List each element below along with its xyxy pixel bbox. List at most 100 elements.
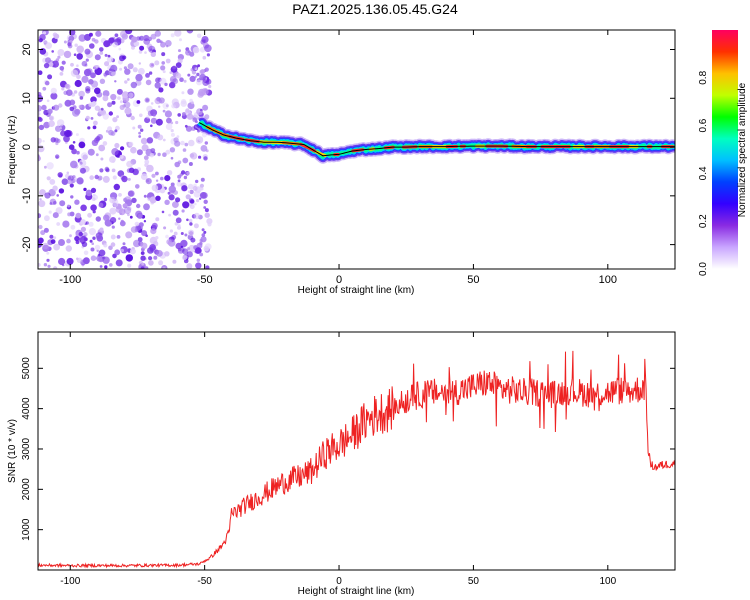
noise-blob: [180, 245, 184, 249]
noise-blob: [206, 218, 213, 225]
noise-blob: [138, 135, 142, 138]
colorbar-axis: 0.0 0.2 0.4 0.6 0.8: [698, 70, 709, 276]
noise-blob: [53, 266, 58, 269]
noise-blob: [121, 175, 128, 183]
noise-blob: [144, 117, 151, 124]
noise-blob: [118, 217, 121, 220]
noise-blob: [110, 217, 117, 224]
noise-blob: [139, 45, 145, 51]
noise-blob: [177, 113, 181, 117]
noise-blob: [177, 174, 182, 179]
noise-blob: [89, 239, 93, 243]
noise-blob: [127, 177, 131, 181]
noise-blob: [206, 53, 210, 57]
noise-blob: [108, 37, 115, 44]
noise-blob: [105, 168, 110, 173]
noise-blob: [80, 219, 86, 225]
noise-blob: [159, 77, 167, 85]
noise-blob: [63, 135, 70, 143]
noise-blob: [155, 195, 161, 201]
noise-blob: [71, 101, 75, 105]
noise-blob: [58, 103, 63, 108]
noise-blob: [85, 189, 93, 197]
noise-blob: [38, 124, 45, 131]
noise-blob: [111, 225, 115, 229]
noise-blob: [53, 33, 60, 39]
noise-blob: [99, 78, 106, 85]
noise-blob: [96, 249, 99, 252]
snr-plot-area: [38, 332, 675, 570]
noise-blob: [64, 129, 72, 138]
noise-blob: [164, 175, 171, 182]
noise-blob: [187, 88, 194, 95]
noise-blob: [80, 226, 86, 232]
noise-blob: [38, 117, 43, 122]
noise-blob: [92, 197, 96, 201]
noise-blob: [182, 157, 189, 164]
noise-blob: [157, 152, 161, 157]
noise-blob: [76, 177, 84, 185]
noise-blob: [56, 119, 65, 127]
noise-blob: [109, 68, 112, 71]
noise-blob: [182, 248, 189, 255]
noise-blob: [150, 51, 156, 57]
x-tick-label: -100: [59, 274, 81, 286]
noise-blob: [38, 137, 42, 144]
noise-blob: [128, 92, 134, 99]
noise-blob: [177, 58, 183, 64]
noise-blob: [73, 90, 78, 94]
noise-blob: [140, 266, 145, 269]
noise-blob: [160, 65, 166, 71]
noise-blob: [59, 66, 65, 71]
noise-blob: [200, 187, 204, 191]
noise-blob: [184, 124, 188, 128]
noise-blob: [124, 68, 131, 75]
noise-blob: [78, 231, 84, 237]
noise-blob: [137, 124, 142, 129]
noise-blob: [201, 228, 205, 232]
noise-blob: [162, 70, 166, 74]
noise-blob: [177, 224, 181, 227]
noise-blob: [59, 72, 64, 76]
noise-blob: [132, 126, 136, 130]
x-tick-label: -50: [197, 576, 212, 587]
snr-x-axis: -100 -50 0 50 100: [60, 332, 617, 587]
noise-blob: [81, 60, 88, 67]
noise-blob: [208, 84, 212, 89]
noise-blob: [74, 236, 80, 242]
noise-blob: [66, 89, 73, 96]
noise-blob: [192, 46, 200, 54]
noise-blob: [200, 108, 203, 112]
noise-blob: [99, 51, 104, 55]
noise-blob: [90, 204, 97, 211]
noise-blob: [148, 71, 153, 75]
noise-blob: [120, 248, 124, 253]
noise-blob: [184, 142, 189, 147]
noise-blob: [91, 37, 96, 42]
noise-blob: [90, 117, 94, 120]
noise-blob: [38, 237, 44, 244]
noise-blob: [102, 113, 110, 120]
noise-blob: [45, 57, 51, 64]
noise-blob: [174, 140, 181, 147]
noise-blob: [111, 71, 117, 77]
noise-blob: [98, 144, 106, 152]
noise-blob: [78, 104, 83, 109]
spectrogram-x-label: Height of straight line (km): [298, 285, 415, 296]
noise-blob: [41, 104, 47, 111]
noise-blob: [140, 255, 146, 261]
noise-blob: [164, 82, 168, 87]
noise-blob: [194, 202, 197, 206]
noise-blob: [181, 91, 185, 95]
noise-blob: [196, 79, 203, 86]
noise-blob: [62, 220, 70, 228]
noise-blob: [183, 175, 188, 180]
noise-blob: [138, 131, 142, 135]
noise-blob: [162, 138, 166, 142]
noise-blob: [165, 40, 172, 47]
noise-blob: [155, 171, 159, 176]
noise-blob: [185, 49, 192, 56]
noise-blob: [201, 192, 208, 199]
noise-blob: [186, 263, 193, 269]
noise-blob: [57, 49, 65, 56]
